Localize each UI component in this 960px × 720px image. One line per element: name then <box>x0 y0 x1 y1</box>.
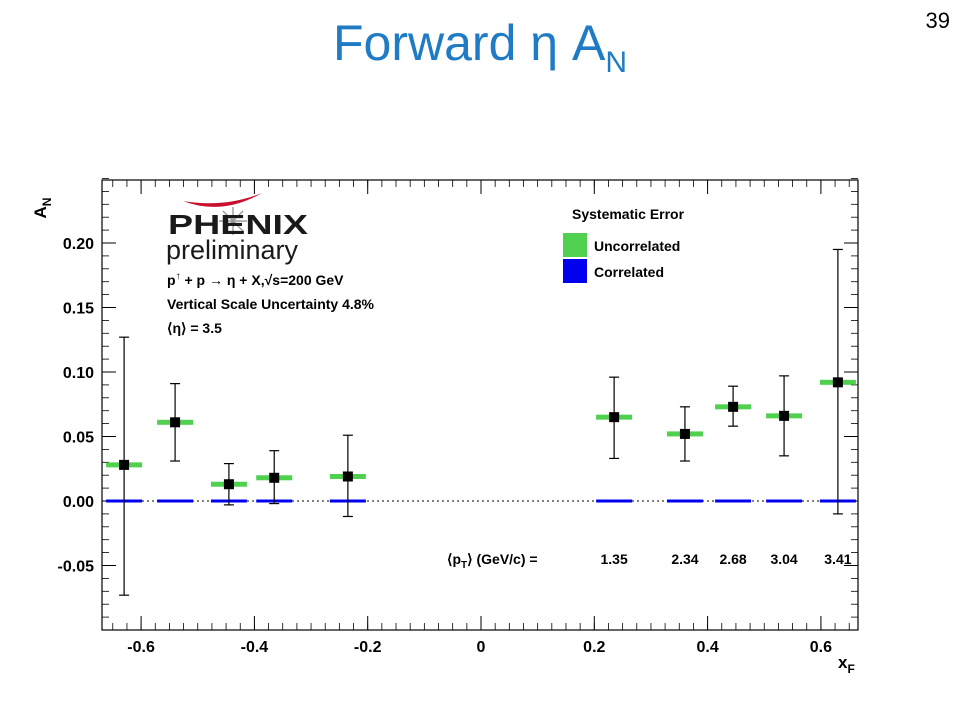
legend: Systematic Error Uncorrelated Correlated <box>563 206 685 283</box>
correlated-syst-box <box>596 499 633 503</box>
legend-swatch-uncorrelated <box>563 233 587 257</box>
phenix-swoosh-icon <box>183 193 262 207</box>
plot-frame <box>101 179 859 631</box>
slide-title-main: Forward η A <box>333 15 606 71</box>
y-tick-label: 0.20 <box>63 236 94 253</box>
y-axis-title: AN <box>31 198 54 219</box>
data-point <box>679 428 690 439</box>
x-axis-title-main: x <box>838 653 848 672</box>
x-tick-label: 0.6 <box>810 639 832 656</box>
reaction-middle: + p → η + X, <box>181 272 265 288</box>
data-point <box>269 472 280 483</box>
legend-label-correlated: Correlated <box>594 264 664 280</box>
slide-number: 39 <box>925 8 950 33</box>
reaction-proton: p <box>167 272 176 288</box>
y-axis-title-sub: N <box>40 198 54 207</box>
data-point <box>119 459 130 470</box>
x-tick-label: 0 <box>477 639 486 656</box>
y-tick-label: 0.00 <box>63 494 94 511</box>
preliminary-label: preliminary <box>166 235 299 265</box>
x-tick-label: 0.2 <box>583 639 605 656</box>
pt-value-label: 3.41 <box>824 551 851 567</box>
x-tick-label: -0.2 <box>354 639 382 656</box>
data-point <box>170 417 181 428</box>
pt-label-tail: ⟩ (GeV/c) = <box>467 551 537 567</box>
legend-title: Systematic Error <box>572 206 685 222</box>
reaction-energy: s=200 GeV <box>272 272 344 288</box>
data-point <box>728 401 739 412</box>
legend-swatch-correlated <box>563 259 587 283</box>
y-axis-title-main: A <box>31 206 50 218</box>
data-marks-layer <box>106 248 856 596</box>
data-point <box>779 410 790 421</box>
pt-value-label: 3.04 <box>770 551 797 567</box>
eta-mean-label: ⟨η⟩ = 3.5 <box>167 320 222 336</box>
slide-title: Forward η AN <box>0 14 960 80</box>
pt-value-label: 2.68 <box>719 551 746 567</box>
legend-label-uncorrelated: Uncorrelated <box>594 238 680 254</box>
y-tick-label: -0.05 <box>58 559 95 576</box>
pt-label-main: ⟨p <box>447 551 461 567</box>
x-tick-label: -0.4 <box>241 639 269 656</box>
sqrt-sign: √ <box>265 272 273 288</box>
pt-label-sub: T <box>461 560 467 571</box>
phenix-logo-text: PHENIX <box>168 209 308 240</box>
scale-uncertainty-label: Vertical Scale Uncertainty 4.8% <box>167 296 375 312</box>
data-point <box>223 479 234 490</box>
y-tick-label: 0.10 <box>63 365 94 382</box>
x-tick-label: -0.6 <box>127 639 155 656</box>
phenix-logo: PHENIX preliminary <box>166 193 308 265</box>
pt-values-layer: 1.35 2.34 2.68 3.04 3.41 <box>601 551 852 567</box>
correlated-syst-box <box>157 499 194 503</box>
x-tick-label: 0.4 <box>696 639 718 656</box>
pt-value-label: 1.35 <box>601 551 628 567</box>
reaction-label: p↑ + p → η + X,√s=200 GeV <box>167 271 344 288</box>
spin-up-arrow: ↑ <box>176 271 181 282</box>
x-axis-title: xF <box>838 653 855 676</box>
correlated-syst-box <box>715 499 752 503</box>
pt-value-label: 2.34 <box>671 551 698 567</box>
y-tick-label: 0.05 <box>63 430 94 447</box>
phenix-star-icon <box>219 207 247 235</box>
data-point <box>609 412 620 423</box>
data-point <box>832 377 843 388</box>
data-point <box>342 471 353 482</box>
pt-row-label: ⟨pT⟩ (GeV/c) = <box>447 551 538 571</box>
y-tick-label: 0.15 <box>63 301 94 318</box>
x-axis-title-sub: F <box>847 662 854 676</box>
correlated-syst-box <box>666 499 703 503</box>
correlated-syst-box <box>766 499 803 503</box>
slide-title-sub: N <box>605 46 627 79</box>
